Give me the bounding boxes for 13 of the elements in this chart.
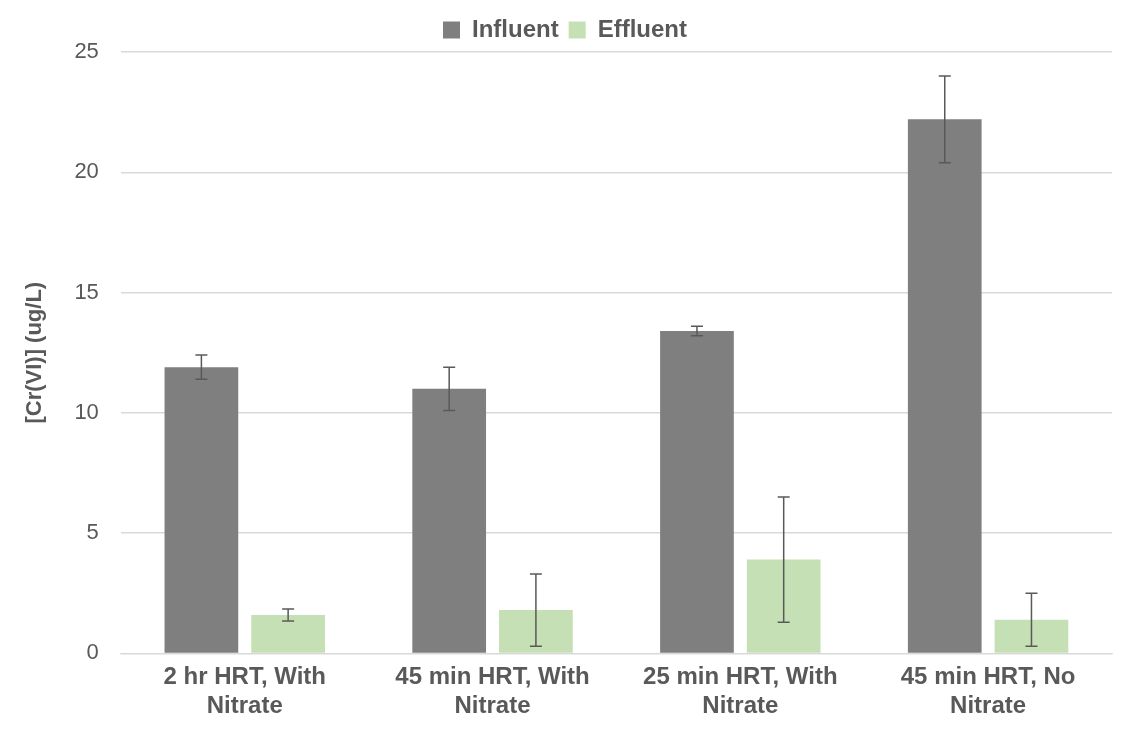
y-tick-label: 20 xyxy=(74,158,99,184)
x-tick-label: 2 hr HRT, With Nitrate xyxy=(163,662,326,719)
y-tick-label: 15 xyxy=(74,278,99,304)
y-tick-label: 25 xyxy=(74,38,99,64)
x-tick-label: 25 min HRT, With Nitrate xyxy=(643,662,838,719)
legend-label: Effluent xyxy=(597,14,687,42)
y-tick-label: 5 xyxy=(86,519,99,545)
y-tick-label: 0 xyxy=(86,639,99,665)
y-tick-label: 10 xyxy=(74,398,99,424)
legend-label: Influent xyxy=(472,14,559,42)
y-axis-title: [Cr(VI)] (ug/L) xyxy=(21,281,47,424)
x-tick-label: 45 min HRT, With Nitrate xyxy=(395,662,590,719)
x-tick-label: 45 min HRT, No Nitrate xyxy=(900,662,1076,719)
